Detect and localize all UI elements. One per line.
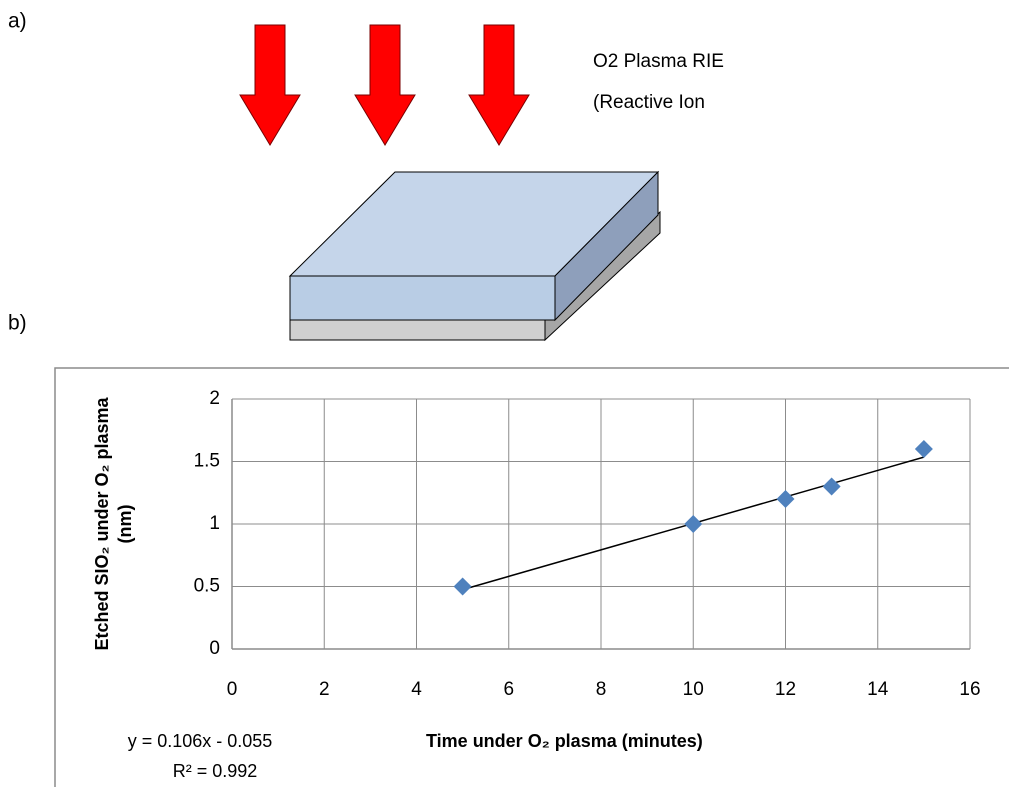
panel-label: b) [8, 312, 27, 335]
data-point [823, 478, 841, 496]
x-tick-label: 8 [596, 679, 607, 700]
y-tick-label: 1 [209, 513, 220, 534]
x-tick-label: 12 [775, 679, 796, 700]
trendline-r2: R² = 0.992 [173, 761, 258, 781]
x-tick-label: 10 [683, 679, 704, 700]
data-point [454, 578, 472, 596]
diagram-label: (Reactive Ion [593, 92, 705, 113]
y-tick-label: 2 [209, 388, 220, 409]
y-tick-label: 0.5 [194, 576, 220, 597]
y-tick-label: 0 [209, 638, 220, 659]
data-point [915, 440, 933, 458]
x-tick-label: 4 [411, 679, 422, 700]
data-point [684, 515, 702, 533]
panel-label: a) [8, 10, 27, 33]
x-tick-label: 0 [227, 679, 238, 700]
y-axis-title: (nm) [115, 505, 135, 544]
substrate [290, 172, 660, 340]
trendline-equation: y = 0.106x - 0.055 [128, 731, 273, 751]
x-tick-label: 6 [503, 679, 514, 700]
figure: a) b) O2 Plasma RIE (Reactive Ion Time u… [0, 0, 1009, 787]
x-tick-label: 14 [867, 679, 889, 700]
x-tick-label: 2 [319, 679, 330, 700]
x-axis-title: Time under O₂ plasma (minutes) [426, 731, 703, 751]
arrows [240, 25, 529, 145]
data-point [777, 490, 795, 508]
diagram-label: O2 Plasma RIE [593, 51, 724, 72]
y-tick-label: 1.5 [194, 451, 220, 472]
y-axis-title: Etched SIO₂ under O₂ plasma [92, 396, 112, 650]
x-tick-label: 16 [959, 679, 980, 700]
